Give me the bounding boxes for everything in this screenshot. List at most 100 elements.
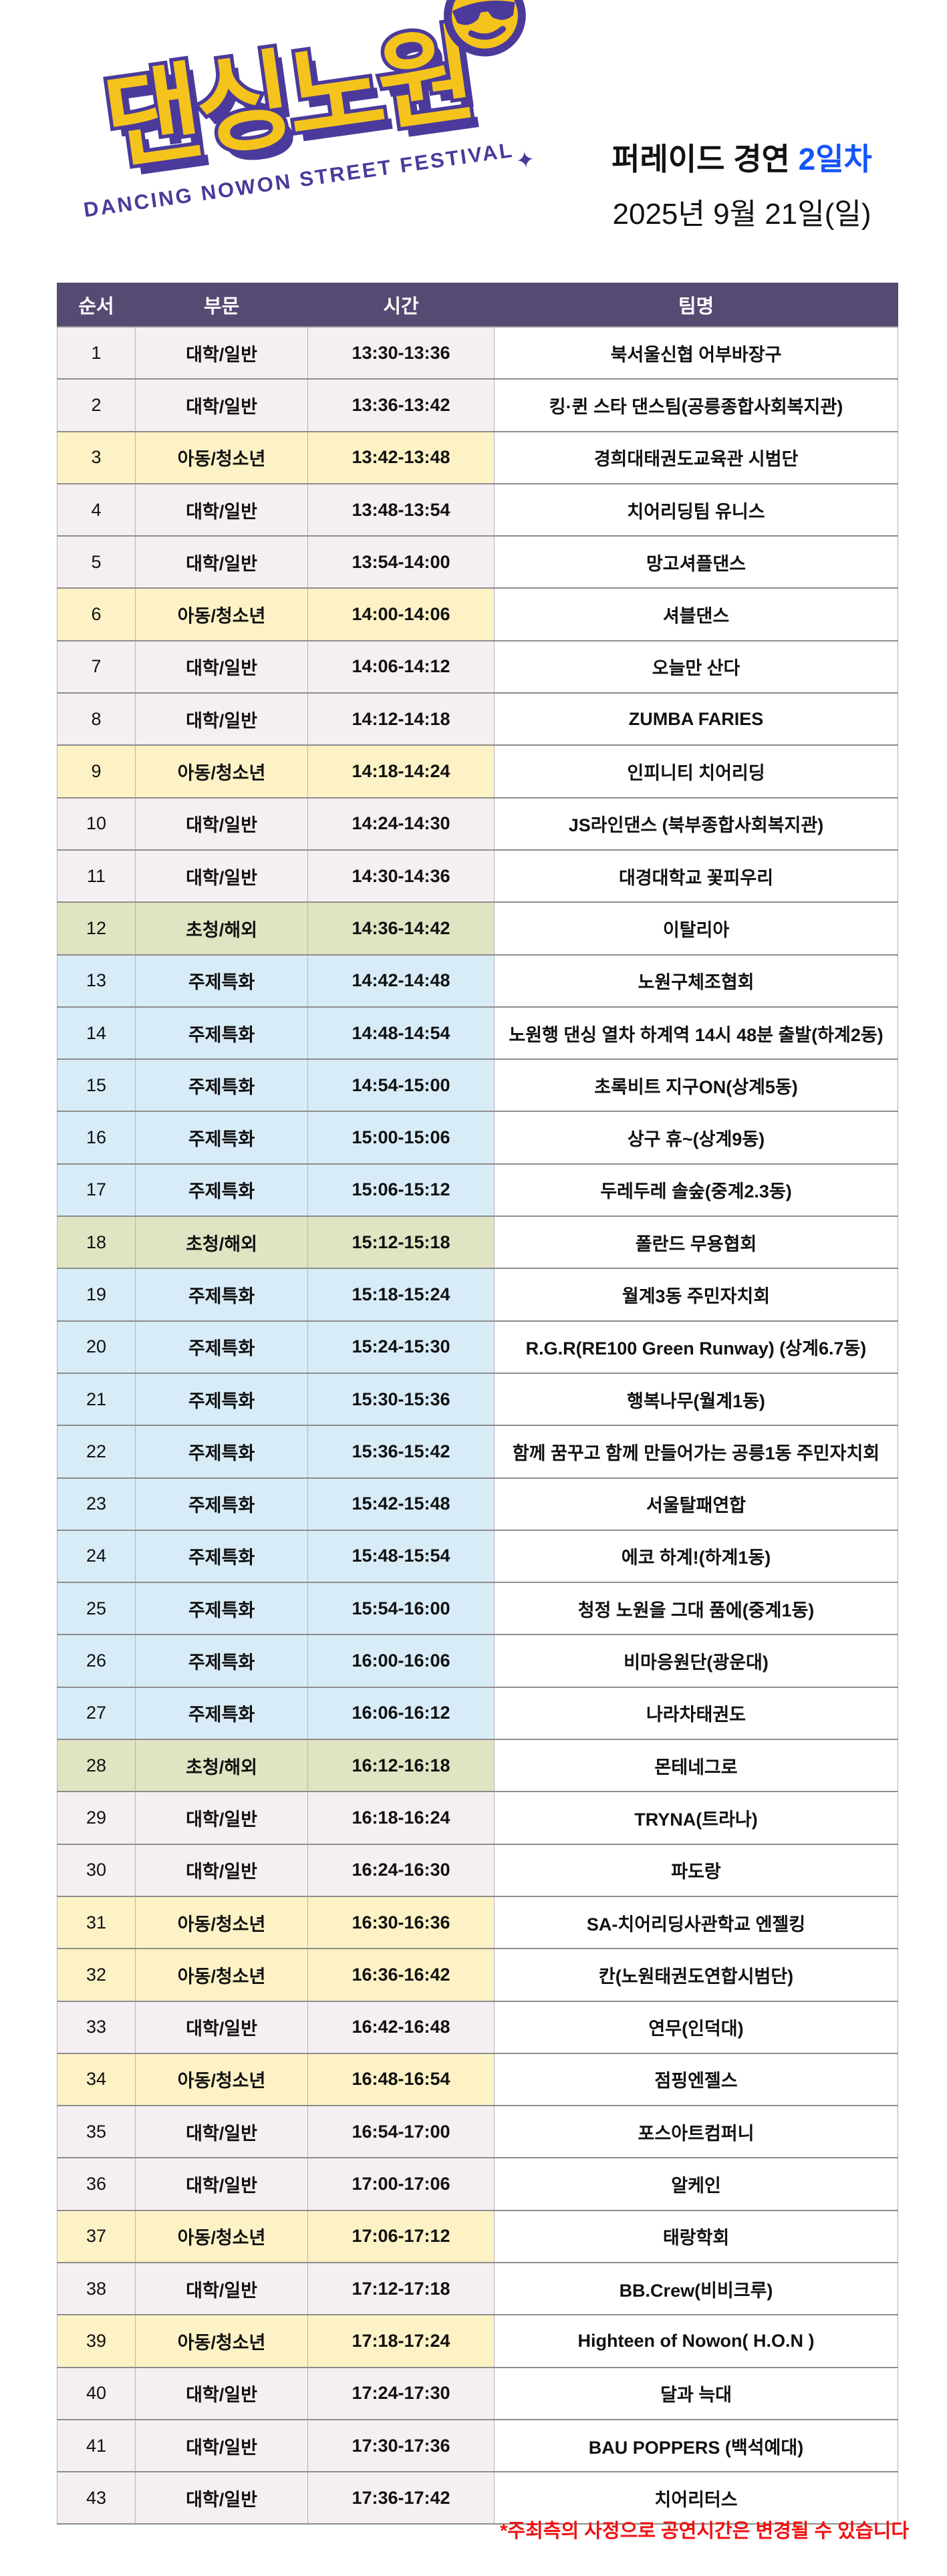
table-row: 13 주제특화 14:42-14:48 노원구체조협회: [57, 954, 898, 1008]
table-row: 14 주제특화 14:48-14:54 노원행 댄싱 열차 하계역 14시 48…: [57, 1006, 898, 1060]
col-header-order: 순서: [57, 283, 136, 327]
table-row: 11 대학/일반 14:30-14:36 대경대학교 꽃피우리: [57, 849, 898, 903]
cell-time: 15:48-15:54: [307, 1529, 495, 1584]
cell-time: 16:54-17:00: [307, 2105, 495, 2159]
schedule-table: 순서 부문 시간 팀명 1 대학/일반 13:30-13:36 북서울신협 어부…: [57, 283, 898, 2525]
cell-category: 대학/일반: [135, 1843, 308, 1897]
table-row: 15 주제특화 14:54-15:00 초록비트 지구ON(상계5동): [57, 1058, 898, 1113]
page-title: 퍼레이드 경연 2일차: [561, 135, 922, 179]
cell-category: 아동/청소년: [135, 1895, 308, 1950]
cell-time: 15:42-15:48: [307, 1477, 495, 1531]
title-block: 퍼레이드 경연 2일차 2025년 9월 21일(일): [561, 135, 922, 233]
cell-team: 셔블댄스: [494, 587, 898, 641]
schedule-table-body: 1 대학/일반 13:30-13:36 북서울신협 어부바장구 2 대학/일반 …: [57, 325, 898, 2525]
cell-category: 대학/일반: [135, 325, 308, 380]
table-row: 38 대학/일반 17:12-17:18 BB.Crew(비비크루): [57, 2261, 898, 2316]
cell-time: 17:18-17:24: [307, 2314, 495, 2368]
cell-order: 9: [57, 744, 136, 799]
cell-category: 주제특화: [135, 1268, 308, 1322]
cell-category: 초청/해외: [135, 901, 308, 956]
cell-category: 주제특화: [135, 1372, 308, 1427]
title-prefix: 퍼레이드 경연: [612, 142, 799, 176]
title-day-highlight: 2일차: [798, 142, 872, 176]
cell-order: 43: [57, 2471, 136, 2525]
festival-logo: 댄싱노원 DANCING NOWON STREET FESTIVAL ✦: [31, 0, 553, 281]
cell-team: 노원행 댄싱 열차 하계역 14시 48분 출발(하계2동): [494, 1006, 898, 1060]
cell-team: 월계3동 주민자치회: [494, 1268, 898, 1322]
cell-order: 31: [57, 1895, 136, 1950]
cell-order: 15: [57, 1058, 136, 1113]
cell-team: 에코 하계!(하계1동): [494, 1529, 898, 1584]
cell-time: 16:12-16:18: [307, 1739, 495, 1793]
cell-category: 대학/일반: [135, 692, 308, 746]
cell-time: 17:00-17:06: [307, 2157, 495, 2211]
cell-team: 인피니티 치어리딩: [494, 744, 898, 799]
cell-category: 주제특화: [135, 1006, 308, 1060]
table-row: 31 아동/청소년 16:30-16:36 SA-치어리딩사관학교 엔젤킹: [57, 1895, 898, 1950]
table-row: 30 대학/일반 16:24-16:30 파도랑: [57, 1843, 898, 1897]
col-header-time: 시간: [307, 283, 495, 327]
cell-team: JS라인댄스 (북부종합사회복지관): [494, 797, 898, 851]
cell-category: 주제특화: [135, 1582, 308, 1636]
cell-category: 대학/일반: [135, 797, 308, 851]
cell-team: 두레두레 솔숲(중계2.3동): [494, 1163, 898, 1218]
cell-order: 12: [57, 901, 136, 956]
cell-category: 아동/청소년: [135, 430, 308, 484]
cell-order: 6: [57, 587, 136, 641]
cell-order: 21: [57, 1372, 136, 1427]
cell-time: 13:48-13:54: [307, 482, 495, 537]
cell-order: 22: [57, 1425, 136, 1479]
cell-time: 17:30-17:36: [307, 2418, 495, 2473]
cell-category: 아동/청소년: [135, 2052, 308, 2107]
cell-order: 30: [57, 1843, 136, 1897]
cell-time: 14:48-14:54: [307, 1006, 495, 1060]
cell-order: 2: [57, 378, 136, 432]
cell-category: 주제특화: [135, 954, 308, 1008]
table-row: 1 대학/일반 13:30-13:36 북서울신협 어부바장구: [57, 325, 898, 380]
table-row: 29 대학/일반 16:18-16:24 TRYNA(트라나): [57, 1791, 898, 1845]
table-row: 28 초청/해외 16:12-16:18 몬테네그로: [57, 1739, 898, 1793]
cell-order: 1: [57, 325, 136, 380]
table-row: 26 주제특화 16:00-16:06 비마응원단(광운대): [57, 1634, 898, 1688]
cell-team: 점핑엔젤스: [494, 2052, 898, 2107]
cell-team: 북서울신협 어부바장구: [494, 325, 898, 380]
table-row: 43 대학/일반 17:36-17:42 치어리터스: [57, 2471, 898, 2525]
cell-time: 17:24-17:30: [307, 2366, 495, 2420]
table-row: 39 아동/청소년 17:18-17:24 Highteen of Nowon(…: [57, 2314, 898, 2368]
table-row: 6 아동/청소년 14:00-14:06 셔블댄스: [57, 587, 898, 641]
cell-order: 29: [57, 1791, 136, 1845]
footer-notice: *주최측의 사정으로 공연시간은 변경될 수 있습니다: [500, 2521, 909, 2542]
cell-order: 38: [57, 2261, 136, 2316]
table-row: 36 대학/일반 17:00-17:06 알케인: [57, 2157, 898, 2211]
cell-time: 17:06-17:12: [307, 2209, 495, 2263]
cell-team: 몬테네그로: [494, 1739, 898, 1793]
cell-team: Highteen of Nowon( H.O.N ): [494, 2314, 898, 2368]
cell-team: 서울탈패연합: [494, 1477, 898, 1531]
cell-order: 32: [57, 1948, 136, 2002]
cell-time: 14:36-14:42: [307, 901, 495, 956]
table-header-row: 순서 부문 시간 팀명: [57, 283, 898, 327]
cell-team: 초록비트 지구ON(상계5동): [494, 1058, 898, 1113]
cell-order: 18: [57, 1215, 136, 1270]
cell-time: 13:42-13:48: [307, 430, 495, 484]
cell-category: 아동/청소년: [135, 587, 308, 641]
cell-time: 14:12-14:18: [307, 692, 495, 746]
cell-team: TRYNA(트라나): [494, 1791, 898, 1845]
cell-time: 15:18-15:24: [307, 1268, 495, 1322]
cell-order: 28: [57, 1739, 136, 1793]
col-header-category: 부문: [135, 283, 308, 327]
table-row: 32 아동/청소년 16:36-16:42 칸(노원태권도연합시범단): [57, 1948, 898, 2002]
cell-order: 33: [57, 2000, 136, 2054]
cell-category: 대학/일반: [135, 1791, 308, 1845]
table-row: 7 대학/일반 14:06-14:12 오늘만 산다: [57, 639, 898, 694]
cell-category: 대학/일반: [135, 2261, 308, 2316]
event-date: 2025년 9월 21일(일): [612, 198, 871, 231]
table-row: 21 주제특화 15:30-15:36 행복나무(월계1동): [57, 1372, 898, 1427]
cell-time: 15:12-15:18: [307, 1215, 495, 1270]
cell-category: 주제특화: [135, 1058, 308, 1113]
cell-category: 아동/청소년: [135, 2209, 308, 2263]
cell-order: 40: [57, 2366, 136, 2420]
cell-time: 15:54-16:00: [307, 1582, 495, 1636]
col-header-team: 팀명: [494, 283, 898, 327]
